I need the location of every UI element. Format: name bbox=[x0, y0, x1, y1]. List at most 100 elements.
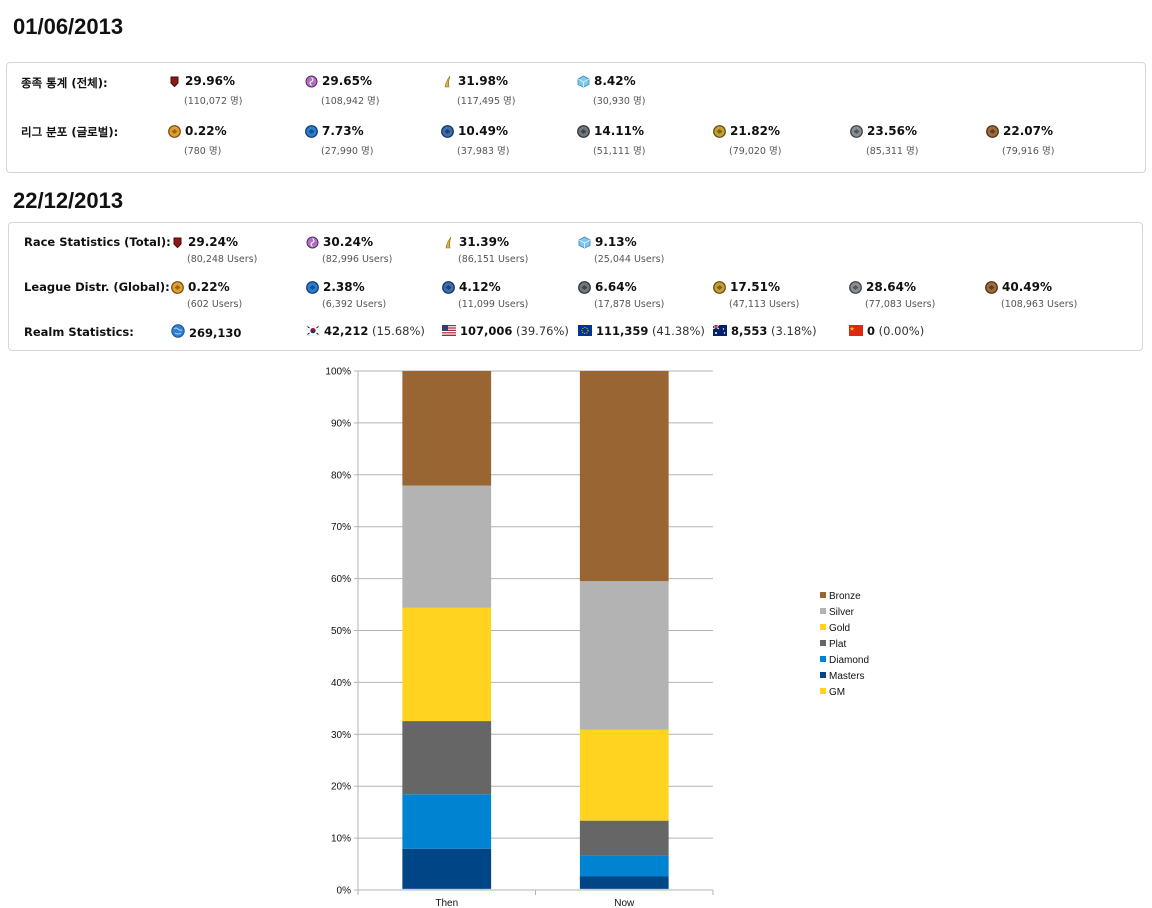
stat-count: (6,392 Users) bbox=[322, 299, 387, 310]
realm-eu-value: 111,359 bbox=[596, 324, 649, 338]
y-tick-label: 20% bbox=[331, 782, 351, 793]
realm-au-value: 8,553 bbox=[731, 324, 768, 338]
legend-swatch bbox=[820, 624, 826, 630]
stat-percent: 8.42% bbox=[594, 74, 636, 88]
silver-league-icon bbox=[850, 125, 863, 138]
y-tick-label: 30% bbox=[331, 730, 351, 741]
stat-count: (79,020 명) bbox=[729, 146, 782, 157]
stats-panel-2: Race Statistics (Total): League Distr. (… bbox=[8, 222, 1143, 351]
league-distr-label: League Distr. (Global): bbox=[24, 280, 170, 294]
stat-percent: 2.38% bbox=[323, 280, 365, 294]
usa-flag-icon bbox=[442, 325, 456, 336]
stat-percent: 23.56% bbox=[867, 124, 917, 138]
australia-flag-icon bbox=[712, 324, 727, 336]
grandmaster-league-icon bbox=[171, 281, 184, 294]
stat-count: (17,878 Users) bbox=[594, 299, 665, 310]
stat-count: (110,072 명) bbox=[184, 96, 243, 107]
legend-swatch bbox=[820, 640, 826, 646]
y-tick-label: 0% bbox=[337, 886, 352, 897]
realm-us: 107,006 (39.76%) bbox=[442, 324, 569, 338]
stat-count: (11,099 Users) bbox=[458, 299, 529, 310]
china-flag-icon bbox=[849, 325, 863, 336]
realm-au-pct: (3.18%) bbox=[771, 324, 817, 338]
master-league-icon bbox=[306, 281, 319, 294]
grandmaster-league-icon bbox=[168, 125, 181, 138]
stat-percent: 0.22% bbox=[188, 280, 230, 294]
realm-cn: 0 (0.00%) bbox=[849, 324, 924, 338]
realm-stats-label: Realm Statistics: bbox=[24, 325, 134, 339]
random-icon bbox=[578, 236, 591, 249]
korea-flag-icon bbox=[305, 324, 321, 337]
y-tick-label: 80% bbox=[331, 470, 351, 481]
bronze-league-icon bbox=[985, 281, 998, 294]
y-tick-label: 50% bbox=[331, 626, 351, 637]
stat-percent: 7.73% bbox=[322, 124, 364, 138]
date-heading-1: 01/06/2013 bbox=[13, 14, 124, 39]
legend-label: Gold bbox=[829, 623, 850, 634]
date-heading-2: 22/12/2013 bbox=[13, 188, 124, 213]
gold-league-icon bbox=[713, 125, 726, 138]
stat-count: (77,083 Users) bbox=[865, 299, 936, 310]
realm-total-value: 269,130 bbox=[189, 326, 242, 340]
stat-count: (108,942 명) bbox=[321, 96, 380, 107]
diamond-league-icon bbox=[442, 281, 455, 294]
stat-percent: 29.24% bbox=[188, 235, 238, 249]
legend-label: Masters bbox=[829, 671, 865, 682]
bar-segment-gm bbox=[402, 888, 492, 890]
stat-count: (27,990 명) bbox=[321, 146, 374, 157]
stat-percent: 30.24% bbox=[323, 235, 373, 249]
y-tick-label: 60% bbox=[331, 574, 351, 585]
stat-percent: 4.12% bbox=[459, 280, 501, 294]
stat-count: (47,113 Users) bbox=[729, 299, 800, 310]
legend-swatch bbox=[820, 688, 826, 694]
race-stats-label: Race Statistics (Total): bbox=[24, 235, 171, 249]
x-tick-label: Then bbox=[435, 898, 458, 908]
realm-cn-value: 0 bbox=[867, 324, 876, 338]
stat-percent: 14.11% bbox=[594, 124, 644, 138]
bar-segment-gold bbox=[579, 729, 669, 821]
bar-segment-gm bbox=[579, 888, 669, 890]
stat-count: (602 Users) bbox=[187, 299, 243, 310]
stat-percent: 28.64% bbox=[866, 280, 916, 294]
globe-icon bbox=[171, 324, 185, 338]
legend-swatch bbox=[820, 672, 826, 678]
realm-us-pct: (39.76%) bbox=[516, 324, 569, 338]
gold-league-icon bbox=[713, 281, 726, 294]
platinum-league-icon bbox=[577, 125, 590, 138]
stat-percent: 40.49% bbox=[1002, 280, 1052, 294]
legend-swatch bbox=[820, 656, 826, 662]
terran-icon bbox=[168, 75, 181, 88]
terran-icon bbox=[171, 236, 184, 249]
realm-eu: 111,359 (41.38%) bbox=[578, 324, 705, 338]
stat-count: (82,996 Users) bbox=[322, 254, 393, 265]
legend-label: GM bbox=[829, 687, 845, 698]
y-tick-label: 40% bbox=[331, 678, 351, 689]
bar-segment-gold bbox=[402, 607, 492, 722]
y-tick-label: 100% bbox=[325, 367, 351, 378]
bronze-league-icon bbox=[986, 125, 999, 138]
legend-swatch bbox=[820, 592, 826, 598]
eu-flag-icon bbox=[578, 325, 592, 336]
protoss-icon bbox=[441, 75, 454, 88]
stats-panel-1: 종족 통계 (전체): 리그 분포 (글로벌): 29.96% (110,072 … bbox=[6, 62, 1146, 173]
league-distr-label: 리그 분포 (글로벌): bbox=[21, 125, 119, 139]
bar-segment-diamond bbox=[579, 855, 669, 877]
stat-count: (51,111 명) bbox=[593, 146, 646, 157]
stat-percent: 31.98% bbox=[458, 74, 508, 88]
legend-label: Plat bbox=[829, 639, 846, 650]
stat-percent: 29.65% bbox=[322, 74, 372, 88]
stat-count: (79,916 명) bbox=[1002, 146, 1055, 157]
stat-count: (108,963 Users) bbox=[1001, 299, 1078, 310]
stat-percent: 31.39% bbox=[459, 235, 509, 249]
protoss-icon bbox=[442, 236, 455, 249]
legend-label: Diamond bbox=[829, 655, 869, 666]
stat-count: (85,311 명) bbox=[866, 146, 919, 157]
stat-count: (117,495 명) bbox=[457, 96, 516, 107]
stat-percent: 29.96% bbox=[185, 74, 235, 88]
stat-percent: 9.13% bbox=[595, 235, 637, 249]
realm-kr-value: 42,212 bbox=[324, 324, 369, 338]
legend-label: Bronze bbox=[829, 591, 861, 602]
realm-au: 8,553 (3.18%) bbox=[712, 324, 817, 338]
race-stats-label: 종족 통계 (전체): bbox=[21, 76, 108, 90]
realm-eu-pct: (41.38%) bbox=[652, 324, 705, 338]
